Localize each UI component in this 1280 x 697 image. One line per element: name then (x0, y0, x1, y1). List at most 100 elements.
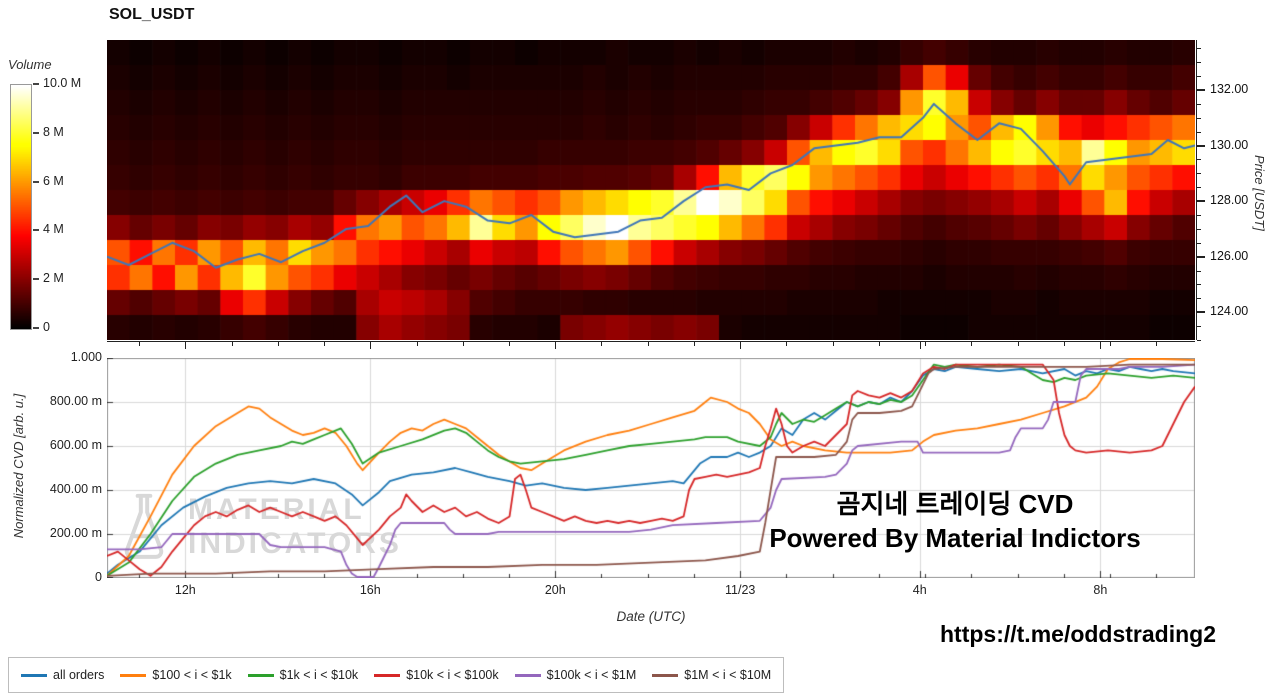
heatmap-axis-line (107, 341, 1195, 342)
price-minor-tick (1197, 117, 1201, 119)
legend-swatch (120, 673, 147, 677)
legend-swatch (514, 673, 541, 677)
legend-label: $1k < i < $10k (279, 668, 359, 682)
heatmap-minor-tick (693, 342, 695, 346)
price-tick-label: 130.00 (1210, 137, 1249, 152)
cvd-y-axis-label: Normalized CVD [arb. u.] (11, 393, 26, 539)
price-axis: 132.00 130.00 128.00 126.00 124.00 (1196, 40, 1280, 341)
colorbar-tick-dash (33, 83, 39, 85)
heatmap-minor-tick (1156, 342, 1158, 346)
heatmap-major-tick (370, 342, 372, 349)
cvd-ytick-label: 800.00 m (49, 394, 102, 408)
price-minor-tick (1197, 298, 1201, 300)
heatmap-x-axis (107, 341, 1195, 353)
cvd-xtick-label: 20h (544, 583, 566, 597)
heatmap-major-tick (740, 342, 742, 349)
annotation-line1: 곰지네 트레이딩 CVD (836, 489, 1074, 519)
heatmap-minor-tick (647, 342, 649, 346)
heatmap-minor-tick (416, 342, 418, 346)
legend-swatch (21, 673, 47, 677)
price-major-tick (1197, 200, 1205, 203)
cvd-xtick-label: 12h (174, 583, 196, 597)
legend-item: $100k < i < $1M (514, 668, 637, 682)
price-major-tick (1197, 311, 1205, 314)
heatmap-minor-tick (509, 342, 511, 346)
colorbar-tick-label: 2 M (43, 271, 64, 286)
volume-heatmap-canvas (107, 40, 1195, 340)
colorbar-tick-label: 4 M (43, 222, 64, 237)
colorbar-tick-dash (33, 229, 39, 232)
legend-swatch (374, 673, 401, 677)
annotation-overlay: 곰지네 트레이딩 CVD Powered By Material Indicto… (690, 487, 1220, 555)
legend-swatch (652, 673, 679, 677)
cvd-ytick-label: 1.000 (70, 350, 102, 364)
price-tick-label: 128.00 (1210, 193, 1249, 208)
price-major-tick (1197, 255, 1205, 258)
price-minor-tick (1197, 242, 1201, 244)
price-minor-tick (1197, 62, 1201, 64)
legend-label: all orders (53, 668, 105, 682)
cvd-xtick-label: 11/23 (725, 583, 756, 597)
price-minor-tick (1197, 187, 1201, 189)
heatmap-major-tick (555, 342, 557, 349)
telegram-url: https://t.me/oddstrading2 (940, 621, 1216, 647)
legend-item: $1k < i < $10k (247, 668, 359, 682)
cvd-ytick-label: 600.00 m (49, 438, 102, 452)
legend-item: all orders (21, 668, 104, 682)
legend-item: $100 < i < $1k (120, 668, 232, 682)
price-minor-tick (1197, 173, 1201, 175)
cvd-chart-canvas (107, 358, 1195, 578)
legend-label: $100k < i < $1M (546, 668, 637, 682)
cvd-xtick-label: 8h (1093, 583, 1108, 597)
price-minor-tick (1197, 228, 1201, 230)
price-tick-label: 132.00 (1210, 82, 1249, 96)
colorbar-tick-dash (33, 131, 39, 134)
heatmap-minor-tick (786, 342, 788, 346)
price-tick-label: 124.00 (1210, 304, 1249, 319)
colorbar-tick-dash (33, 278, 39, 281)
colorbar-tick-label: 6 M (43, 173, 64, 188)
colorbar-tick-label: 8 M (43, 124, 64, 139)
heatmap-minor-tick (231, 342, 233, 346)
annotation-line2: Powered By Material Indictors (769, 523, 1141, 553)
price-minor-tick (1197, 340, 1201, 341)
cvd-x-axis-label: Date (UTC) (616, 609, 686, 624)
price-minor-tick (1197, 159, 1201, 161)
heatmap-major-tick (919, 342, 921, 349)
cvd-ytick-label: 400.00 m (49, 482, 102, 496)
cvd-ytick-label: 200.00 m (49, 526, 102, 540)
heatmap-minor-tick (1063, 342, 1065, 346)
price-minor-tick (1197, 48, 1201, 50)
legend: all orders $100 < i < $1k $1k < i < $10k $1… (8, 657, 785, 693)
colorbar-tick-dash (33, 327, 39, 329)
heatmap-minor-tick (832, 342, 834, 346)
cvd-xtick-label: 16h (359, 583, 381, 597)
legend-label: $100 < i < $1k (152, 668, 232, 682)
heatmap-minor-tick (925, 342, 927, 346)
heatmap-minor-tick (139, 342, 141, 346)
heatmap-minor-tick (462, 342, 464, 346)
colorbar-tick-label: 10.0 M (43, 76, 82, 90)
heatmap-minor-tick (971, 342, 973, 346)
heatmap-major-tick (185, 342, 187, 349)
legend-swatch (247, 673, 274, 677)
price-minor-tick (1197, 326, 1201, 328)
price-minor-tick (1197, 103, 1201, 105)
legend-item: $10k < i < $100k (374, 668, 499, 682)
legend-label: $1M < i < $10M (684, 668, 772, 682)
heatmap-minor-tick (878, 342, 880, 346)
cvd-x-tick-labels: 12h 16h 20h 11/23 4h 8h (0, 583, 1280, 599)
heatmap-minor-tick (324, 342, 326, 346)
price-tick-label: 126.00 (1210, 248, 1249, 263)
cvd-xtick-label: 4h (912, 583, 927, 597)
heatmap-minor-tick (1017, 342, 1019, 346)
volume-colorbar-canvas (10, 84, 32, 330)
heatmap-minor-tick (277, 342, 279, 346)
heatmap-minor-tick (1110, 342, 1112, 346)
price-minor-tick (1197, 270, 1201, 272)
colorbar-tick-dash (33, 180, 39, 183)
price-axis-line (1196, 40, 1197, 340)
chart-title: SOL_USDT (109, 6, 195, 23)
heatmap-minor-tick (601, 342, 603, 346)
